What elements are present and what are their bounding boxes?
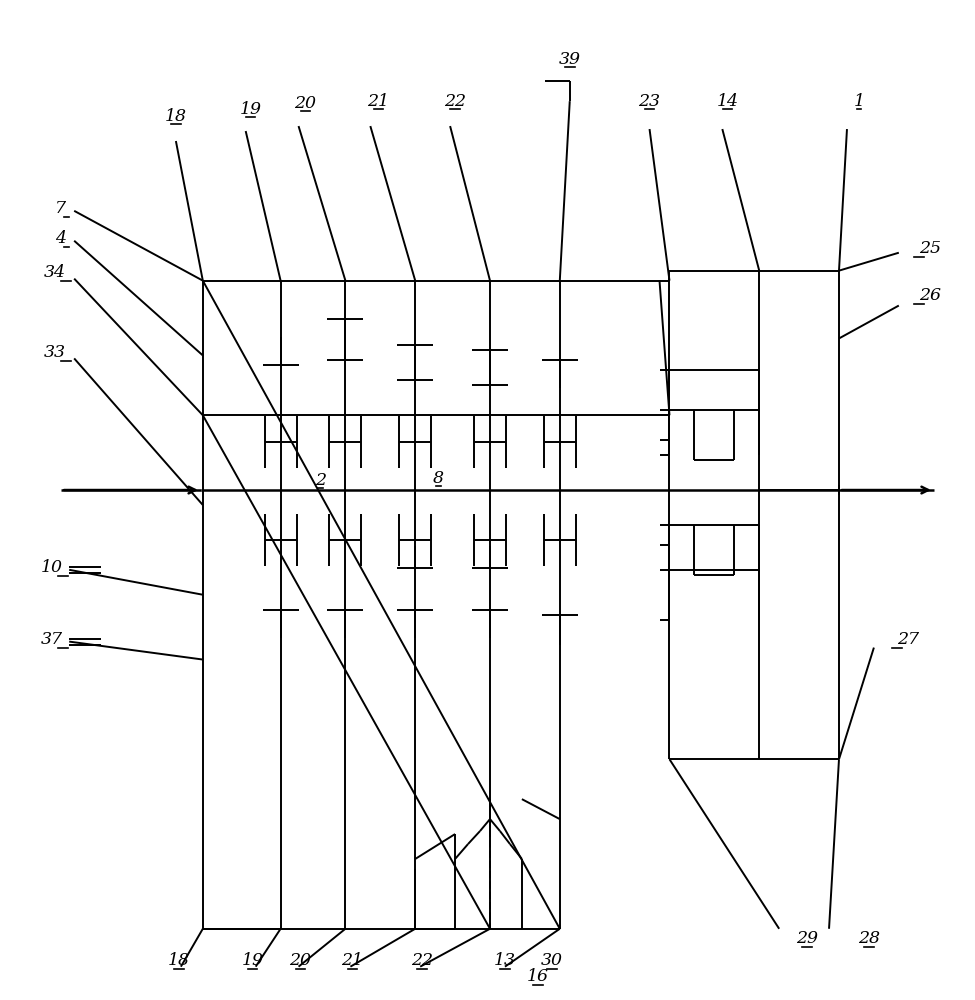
Text: 27: 27 <box>897 631 918 648</box>
Text: 4: 4 <box>56 230 66 247</box>
Text: 39: 39 <box>559 51 581 68</box>
Text: 8: 8 <box>433 470 444 487</box>
Text: 16: 16 <box>526 968 549 985</box>
Text: 19: 19 <box>242 952 263 969</box>
Text: 20: 20 <box>294 95 317 112</box>
Text: 37: 37 <box>41 631 63 648</box>
Text: 7: 7 <box>56 200 66 217</box>
Text: 13: 13 <box>494 952 516 969</box>
Text: 33: 33 <box>44 344 66 361</box>
Text: 14: 14 <box>717 93 738 110</box>
Text: 10: 10 <box>41 559 63 576</box>
Text: 18: 18 <box>165 108 187 125</box>
Text: 26: 26 <box>918 287 941 304</box>
Text: 34: 34 <box>44 264 66 281</box>
Text: 2: 2 <box>315 472 326 489</box>
Text: 25: 25 <box>918 240 941 257</box>
Text: 30: 30 <box>541 952 563 969</box>
Text: 1: 1 <box>853 93 865 110</box>
Text: 23: 23 <box>639 93 660 110</box>
Text: 22: 22 <box>411 952 433 969</box>
Text: 29: 29 <box>796 930 818 947</box>
Text: 21: 21 <box>341 952 364 969</box>
Text: 28: 28 <box>858 930 879 947</box>
Text: 22: 22 <box>444 93 466 110</box>
Text: 18: 18 <box>168 952 190 969</box>
Text: 20: 20 <box>290 952 312 969</box>
Text: 21: 21 <box>368 93 389 110</box>
Text: 19: 19 <box>240 101 261 118</box>
